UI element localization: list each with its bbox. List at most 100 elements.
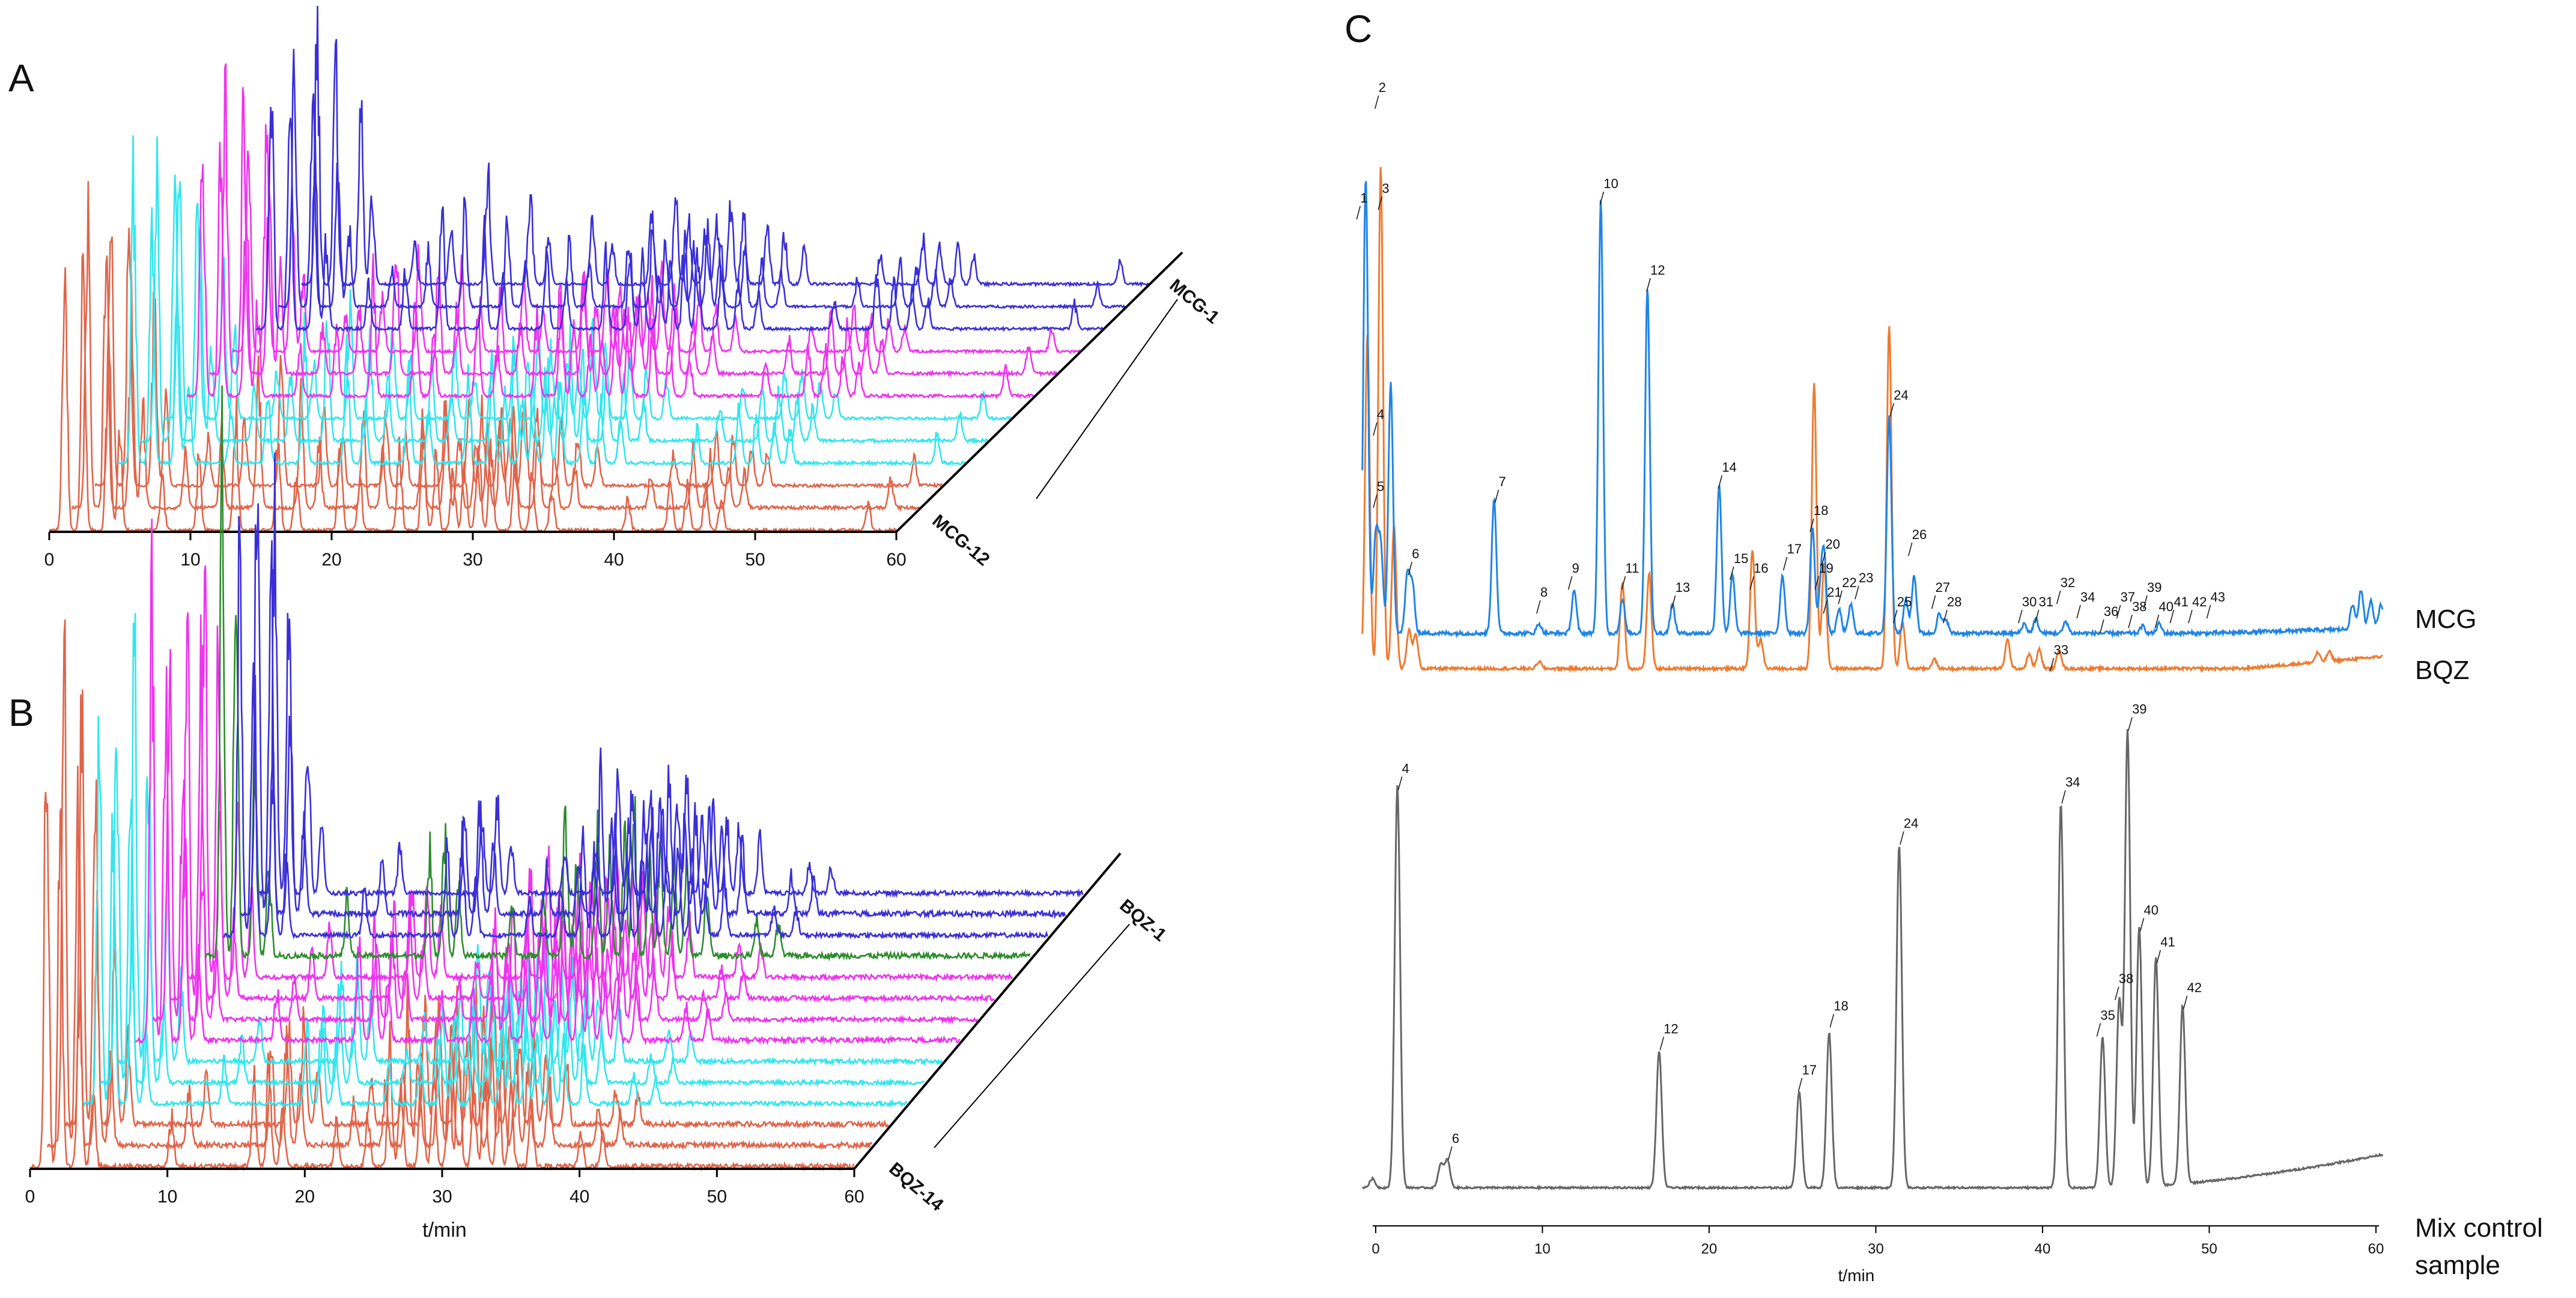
peak-label-leader: [1378, 196, 1383, 210]
peak-label-leader: [1356, 206, 1361, 220]
panel-a-depth-axis: [895, 251, 1183, 533]
peak-label-leader: [1821, 552, 1826, 566]
panel-a-depth-guide: [1036, 299, 1178, 499]
peak-label: 30: [2022, 594, 2037, 609]
peak-label: 9: [1572, 561, 1579, 576]
peak-label-leader: [1567, 576, 1573, 590]
peak-label: 7: [1499, 474, 1506, 489]
panel-a-trace-11: [71, 181, 920, 512]
panel-c-tick-label: 0: [1372, 1241, 1379, 1257]
peak-label: 12: [1663, 1022, 1678, 1037]
panel-b: B 0 10 20 30 40 50 60 t/min BQZ-1 BQZ-14: [8, 385, 1170, 1242]
peak-label: 6: [1412, 546, 1419, 561]
panel-a-tick-label: 60: [886, 550, 906, 570]
peak-label-leader: [2018, 609, 2023, 624]
peak-label: 13: [1675, 580, 1690, 595]
panel-b-letter: B: [8, 691, 34, 734]
peak-label-leader: [2096, 1023, 2101, 1037]
peak-label: 34: [2065, 775, 2080, 790]
trace-mcg: [1361, 181, 2384, 639]
panel-c-mix-trace: [1361, 729, 2384, 1191]
panel-b-trace-5: [187, 565, 1013, 983]
peak-label: 41: [2174, 594, 2188, 609]
peak-label-leader: [2143, 595, 2148, 609]
peak-label-leader: [1408, 561, 1413, 576]
peak-label: 32: [2061, 575, 2075, 590]
peak-label-leader: [1448, 1146, 1453, 1160]
panel-a-tick-label: 30: [463, 550, 482, 570]
panel-b-trace-6: [170, 612, 995, 1004]
peak-label: 1: [1360, 190, 1367, 206]
peak-label-leader: [1931, 595, 1936, 609]
panel-b-stack-label-front: BQZ-14: [886, 1159, 947, 1215]
peak-label: 27: [1936, 580, 1950, 595]
peak-label: 5: [1377, 479, 1384, 494]
peak-label-leader: [1893, 609, 1898, 624]
peak-label: 21: [1827, 585, 1841, 600]
legend-bqz: BQZ: [2415, 656, 2469, 685]
legend-mix-line2: sample: [2415, 1251, 2500, 1280]
peak-label: 42: [2192, 594, 2207, 609]
peak-label: 3: [1382, 181, 1389, 196]
panel-c-x-axis-title: t/min: [1838, 1266, 1875, 1285]
panel-c-tick-label: 10: [1534, 1241, 1551, 1257]
peak-label: 22: [1842, 575, 1856, 590]
panel-a-tick-label: 0: [44, 550, 55, 570]
peak-label-leader: [2049, 657, 2055, 672]
panel-c-letter: C: [1344, 7, 1372, 50]
peak-label: 43: [2211, 590, 2225, 605]
peak-label-leader: [1375, 95, 1379, 109]
panel-b-depth-guide: [934, 924, 1130, 1148]
peak-label: 2: [1379, 80, 1386, 95]
peak-label: 20: [1825, 537, 1839, 552]
peak-label-leader: [1814, 576, 1820, 590]
panel-a-trace-7: [163, 181, 1011, 422]
peak-label-leader: [1943, 609, 1948, 624]
panel-a: A 0 10 20 30 40 50 60 MCG-1 MCG-12: [8, 5, 1223, 570]
peak-label: 42: [2187, 980, 2202, 995]
peak-label-leader: [2061, 790, 2066, 804]
panel-a-traces: [49, 5, 1149, 534]
panel-c-mix-peak-labels: 4 6 12 17 18 24 34 35 38 39 40 41 42: [1397, 702, 2202, 1160]
panel-b-tick-label: 10: [157, 1187, 177, 1207]
trace-mix-control-sample: [1361, 729, 2384, 1191]
peak-label: 40: [2158, 599, 2173, 614]
peak-label: 39: [2132, 702, 2146, 717]
peak-label-leader: [1646, 278, 1651, 292]
peak-label-leader: [2034, 609, 2040, 624]
panel-a-stack-label-front: MCG-12: [929, 511, 994, 570]
peak-label: 26: [1912, 527, 1927, 542]
peak-label: 24: [1894, 388, 1908, 403]
peak-label: 40: [2144, 903, 2158, 918]
panel-a-tick-label: 40: [604, 550, 624, 570]
peak-label-leader: [2154, 614, 2160, 629]
peak-label: 37: [2121, 590, 2135, 605]
panel-a-trace-2: [278, 49, 1126, 310]
peak-label-leader: [2128, 717, 2133, 731]
peak-label-leader: [1782, 556, 1788, 571]
panel-c-tick-label: 60: [2368, 1241, 2384, 1257]
peak-label: 31: [2039, 594, 2053, 609]
peak-label: 17: [1802, 1062, 1817, 1077]
peak-label-leader: [1829, 1014, 1835, 1028]
panel-b-trace-7: [152, 649, 978, 1025]
peak-label-leader: [2076, 605, 2081, 619]
trace-bqz: [1361, 166, 2383, 674]
panel-c-tick-label: 20: [1701, 1241, 1718, 1257]
panel-b-tick-label: 0: [25, 1187, 35, 1207]
legend-mix-line1: Mix control: [2415, 1213, 2543, 1243]
peak-label-leader: [1908, 542, 1913, 556]
peak-label-leader: [2156, 949, 2161, 964]
panel-a-trace-9: [117, 135, 966, 468]
peak-label: 18: [1833, 999, 1848, 1014]
panel-b-tick-label: 30: [432, 1187, 452, 1207]
peak-label: 4: [1402, 761, 1409, 776]
peak-label-leader: [1494, 489, 1499, 504]
peak-label: 10: [1603, 176, 1618, 191]
panel-a-trace-10: [94, 227, 943, 490]
peak-label-leader: [1599, 191, 1605, 206]
peak-label: 36: [2104, 604, 2118, 619]
legend-mcg: MCG: [2415, 605, 2477, 634]
panel-c-tick-label: 40: [2035, 1241, 2051, 1257]
